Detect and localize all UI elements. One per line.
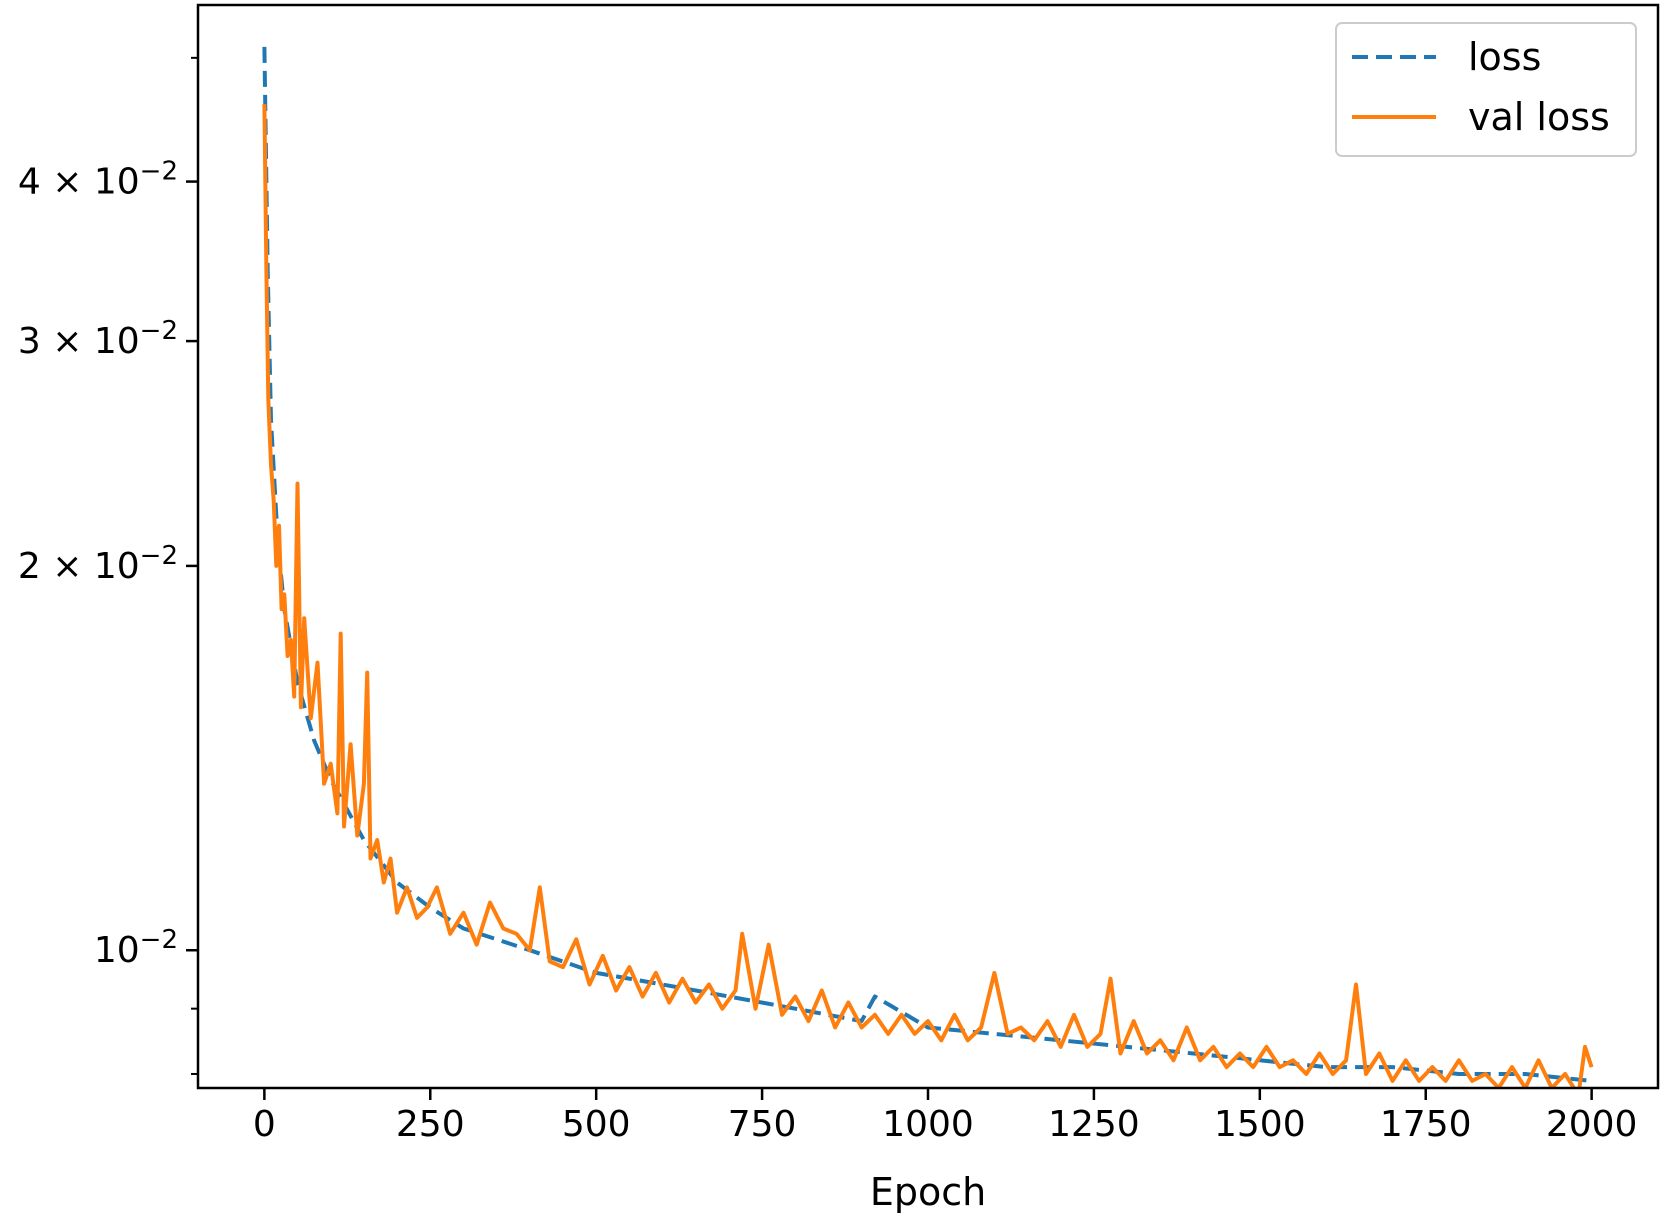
legend: loss val loss (1335, 22, 1637, 157)
x-tick-label: 250 (396, 1104, 465, 1145)
y-tick-label: 2 × 10−2 (18, 541, 178, 587)
x-tick-label: 2000 (1546, 1104, 1638, 1145)
y-tick-mantissa: 4 × (18, 162, 94, 203)
series-layer (262, 46, 1594, 1088)
y-tick-exponent: −2 (140, 157, 178, 187)
y-tick-mantissa: 3 × (18, 321, 94, 362)
series-line-val-loss (262, 104, 1594, 1088)
y-tick-exponent: −2 (140, 541, 178, 571)
y-tick-base: 10 (94, 162, 140, 203)
y-tick-base: 10 (94, 321, 140, 362)
y-tick-base: 10 (94, 930, 140, 971)
y-tick-label: 3 × 10−2 (18, 316, 178, 362)
x-axis: 0 250 500 750 1000 1250 1500 1750 2000 (253, 1088, 1638, 1145)
x-tick-label: 1250 (1048, 1104, 1140, 1145)
y-axis: 10−22 × 10−23 × 10−24 × 10−2 (18, 56, 198, 1075)
x-tick-label: 500 (562, 1104, 631, 1145)
x-tick-label: 750 (728, 1104, 797, 1145)
x-axis-label: Epoch (870, 1170, 986, 1214)
y-tick-mantissa: 2 × (18, 546, 94, 587)
legend-label: val loss (1468, 95, 1610, 139)
x-tick-label: 1750 (1380, 1104, 1472, 1145)
x-tick-label: 0 (253, 1104, 276, 1145)
series-line-loss (262, 46, 1592, 1083)
legend-label: loss (1468, 35, 1541, 79)
y-tick-exponent: −2 (140, 925, 178, 955)
y-tick-label: 4 × 10−2 (18, 157, 178, 203)
y-tick-base: 10 (94, 546, 140, 587)
x-tick-label: 1000 (882, 1104, 974, 1145)
y-tick-label: 10−2 (94, 925, 178, 971)
plot-frame (196, 3, 1660, 1090)
y-tick-exponent: −2 (140, 316, 178, 346)
x-tick-label: 1500 (1214, 1104, 1306, 1145)
